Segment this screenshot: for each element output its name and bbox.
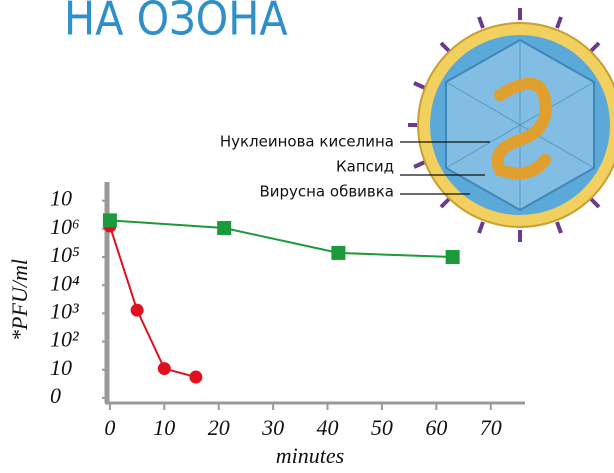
annotation: Капсид (336, 158, 394, 176)
point (158, 362, 171, 375)
x-tick-label: 0 (104, 415, 115, 440)
point (217, 221, 231, 235)
point (103, 213, 117, 227)
x-tick-label: 50 (371, 415, 393, 440)
point (189, 371, 202, 384)
x-tick-label: 20 (208, 415, 230, 440)
annotation: Вирусна обвивка (259, 183, 394, 201)
point (131, 304, 144, 317)
chart-title: НА ОЗОНА (64, 0, 288, 46)
x-tick-label: 10 (153, 415, 175, 440)
x-axis-label: minutes (276, 443, 344, 468)
y-tick-label: 10³ (50, 298, 79, 323)
x-tick-label: 40 (317, 415, 339, 440)
y-tick-label: 10 (50, 186, 72, 211)
y-tick-label: 10⁶ (50, 214, 80, 239)
series-line (110, 226, 196, 377)
y-axis-label: *PFU/ml (7, 259, 32, 341)
annotation: Нуклеинова киселина (220, 133, 394, 151)
y-tick-label: 0 (50, 383, 61, 408)
virus-illustration (408, 8, 614, 242)
point (331, 246, 345, 260)
series-line (110, 220, 453, 257)
x-tick-label: 30 (261, 415, 284, 440)
y-tick-label: 10⁴ (50, 270, 80, 295)
x-tick-label: 70 (480, 415, 502, 440)
x-tick-label: 60 (425, 415, 447, 440)
point (446, 250, 460, 264)
y-tick-label: 10⁵ (50, 242, 80, 267)
y-tick-label: 10 (50, 355, 72, 380)
chart: НА ОЗОНА Нуклеинова киселина Капсид Виру… (0, 0, 614, 468)
y-tick-label: 10² (50, 327, 79, 352)
